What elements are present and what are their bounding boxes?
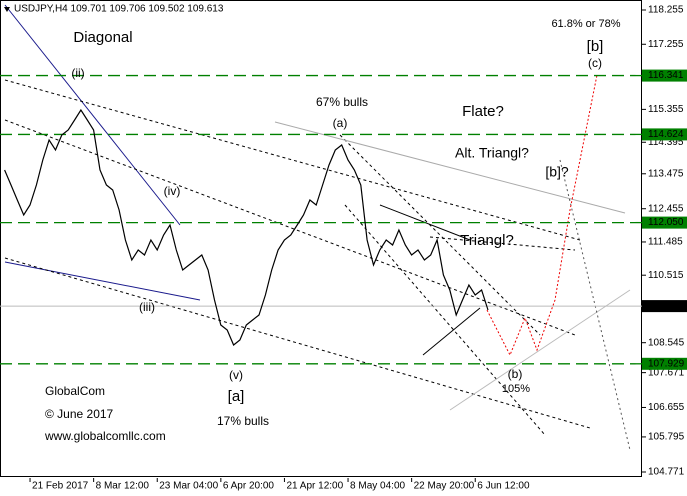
- y-tick-label: 117.255: [648, 39, 684, 50]
- price-line-series: [4, 108, 489, 346]
- triangle-line: [344, 204, 546, 436]
- x-tick-label: 8 May 04:00: [350, 481, 405, 492]
- level-box: [642, 216, 687, 229]
- y-tick-label: 104.771: [648, 467, 685, 478]
- x-tick-label: 8 Mar 12:00: [96, 481, 150, 492]
- level-label: 107.929: [648, 358, 685, 369]
- chart-title: USDJPY,H4 109.701 109.706 109.502 109.61…: [14, 4, 224, 15]
- annotation: (c): [588, 56, 602, 70]
- y-tick-label: 107.671: [648, 367, 685, 378]
- channel-line: [429, 236, 576, 251]
- wave-lines: [4, 4, 631, 451]
- x-tick-label: 22 May 20:00: [414, 481, 475, 492]
- annotation: GlobalCom: [45, 384, 105, 398]
- triangle-line: [339, 134, 541, 336]
- annotation: [b]?: [545, 164, 569, 180]
- level-label: 116.341: [648, 70, 684, 81]
- x-tick-label: 6 Jun 12:00: [477, 481, 530, 492]
- y-tick-label: 115.355: [648, 104, 684, 115]
- annotation: Flate?: [462, 103, 504, 120]
- annotation: (a): [333, 116, 348, 130]
- x-tick-label: 6 Apr 20:00: [223, 481, 275, 492]
- x-tick-label: 21 Feb 2017: [32, 481, 89, 492]
- level-box: [642, 69, 687, 82]
- annotation: (v): [229, 368, 243, 382]
- alt-triangle-line: [274, 121, 626, 214]
- annotation: 105%: [502, 383, 530, 395]
- diagonal-line: [4, 261, 201, 301]
- annotation: 17% bulls: [217, 414, 269, 428]
- annotation: Diagonal: [73, 29, 132, 46]
- price-label: 109.613: [648, 301, 685, 312]
- projection-path: [486, 74, 598, 357]
- y-tick-label: 111.485: [648, 237, 683, 248]
- diagonal-line: [4, 4, 181, 226]
- y-tick-label: 113.475: [648, 168, 684, 179]
- level-label: 112.050: [648, 217, 684, 228]
- y-tick-label: 112.455: [648, 203, 684, 214]
- x-tick-label: 23 Mar 04:00: [159, 481, 218, 492]
- annotation: Triangl?: [460, 232, 514, 249]
- y-tick-label: 105.795: [648, 432, 685, 443]
- level-label: 114.624: [648, 129, 684, 140]
- x-tick-label: 21 Apr 12:00: [286, 481, 343, 492]
- annotation: (iv): [164, 184, 181, 198]
- plot-frame: [0, 0, 642, 477]
- annotation: (b): [508, 367, 523, 381]
- triangle-line: [422, 307, 481, 356]
- level-box: [642, 128, 687, 141]
- y-tick-label: 108.545: [648, 337, 685, 348]
- annotation: Alt. Triangl?: [455, 145, 529, 161]
- y-tick-label: 106.655: [648, 402, 685, 413]
- annotation: (ii): [71, 66, 84, 80]
- alt-triangle-line: [449, 289, 631, 411]
- annotation: [b]: [587, 38, 604, 55]
- annotation: 67% bulls: [316, 95, 368, 109]
- annotation: © June 2017: [45, 407, 114, 421]
- annotation: 61.8% or 78%: [551, 18, 620, 30]
- annotation: (iii): [139, 300, 155, 314]
- price-box: [642, 300, 687, 313]
- level-box: [642, 357, 687, 370]
- y-tick-label: 110.515: [648, 270, 684, 281]
- annotation: [a]: [228, 388, 245, 405]
- symbol-icon: [4, 7, 10, 12]
- annotation: www.globalcomllc.com: [44, 429, 166, 443]
- y-tick-label: 118.255: [648, 5, 684, 16]
- y-tick-label: 114.395: [648, 137, 684, 148]
